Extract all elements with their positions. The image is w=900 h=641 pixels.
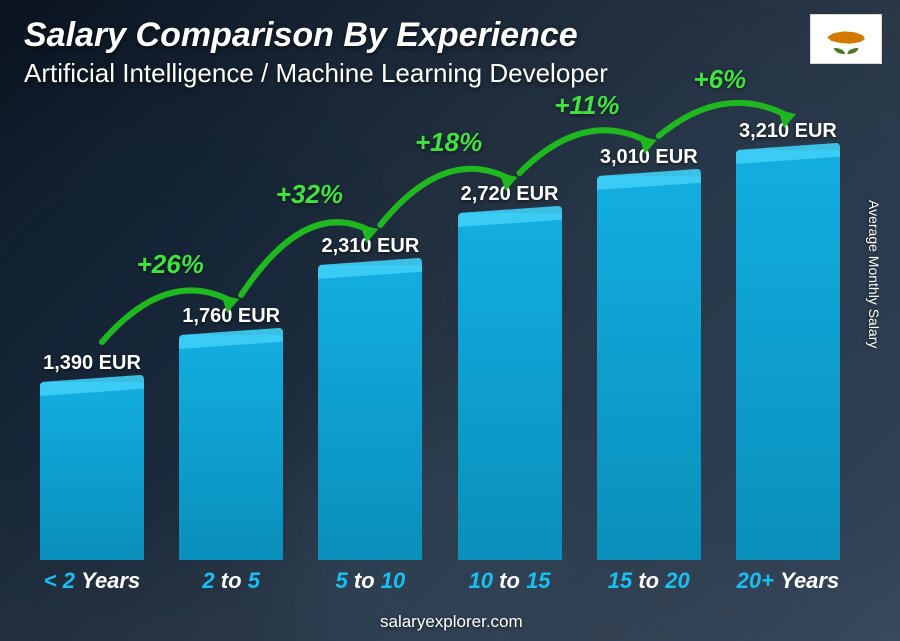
- chart-subtitle: Artificial Intelligence / Machine Learni…: [24, 58, 608, 89]
- bar: 3,210 EUR20+ Years: [736, 150, 840, 560]
- increase-percent-label: +11%: [554, 90, 619, 121]
- increase-percent-label: +18%: [415, 127, 482, 158]
- chart-title: Salary Comparison By Experience: [24, 16, 578, 55]
- bar-category-label: 20+ Years: [716, 568, 860, 594]
- bar-column: 2,720 EUR10 to 15: [458, 213, 562, 560]
- increase-percent-label: +32%: [276, 179, 343, 210]
- bar-column: 3,210 EUR20+ Years: [736, 150, 840, 560]
- bar-value-label: 3,210 EUR: [739, 120, 837, 143]
- bar-column: 2,310 EUR5 to 10: [318, 265, 422, 560]
- flag-leaves-icon: [833, 48, 858, 55]
- bar-category-label: 5 to 10: [298, 568, 442, 594]
- bar: 2,310 EUR5 to 10: [318, 265, 422, 560]
- bar: 3,010 EUR15 to 20: [597, 176, 701, 560]
- stage: Salary Comparison By Experience Artifici…: [0, 0, 900, 641]
- bar-column: 1,390 EUR< 2 Years: [40, 382, 144, 560]
- bar: 1,760 EUR2 to 5: [179, 335, 283, 560]
- bar-chart: 1,390 EUR< 2 Years 1,760 EUR2 to 5 2,310 E…: [40, 120, 840, 560]
- footer-credit: salaryexplorer.com: [380, 612, 523, 632]
- flag-cyprus: [810, 14, 882, 64]
- flag-island-icon: [825, 29, 867, 48]
- bar-category-label: 15 to 20: [577, 568, 721, 594]
- bar-value-label: 1,760 EUR: [182, 305, 280, 328]
- increase-percent-label: +6%: [693, 64, 746, 95]
- bar-category-label: 10 to 15: [438, 568, 582, 594]
- bar: 1,390 EUR< 2 Years: [40, 382, 144, 560]
- bar-column: 1,760 EUR2 to 5: [179, 335, 283, 560]
- bar-column: 3,010 EUR15 to 20: [597, 176, 701, 560]
- bar-category-label: < 2 Years: [20, 568, 164, 594]
- increase-percent-label: +26%: [137, 249, 204, 280]
- bar-value-label: 2,310 EUR: [321, 235, 419, 258]
- bar-value-label: 2,720 EUR: [461, 183, 559, 206]
- bar-value-label: 1,390 EUR: [43, 352, 141, 375]
- bar-category-label: 2 to 5: [159, 568, 303, 594]
- bar: 2,720 EUR10 to 15: [458, 213, 562, 560]
- bar-value-label: 3,010 EUR: [600, 146, 698, 169]
- y-axis-label: Average Monthly Salary: [866, 200, 882, 348]
